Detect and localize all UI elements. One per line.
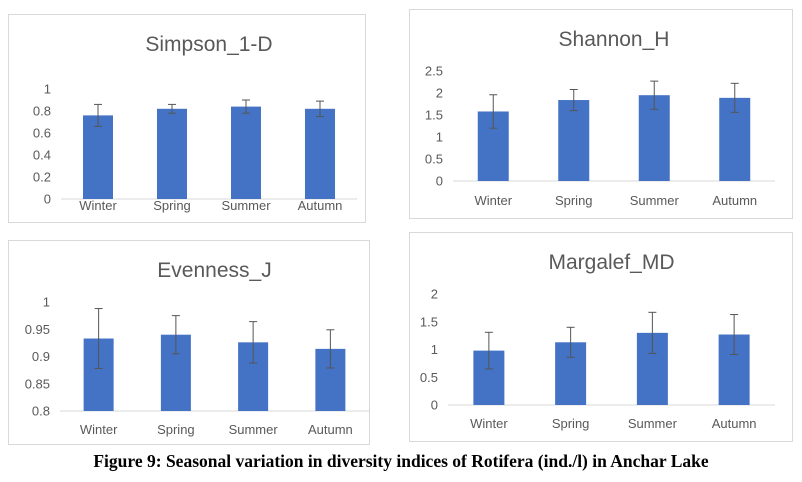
shannon-x-tick-label: Spring (555, 193, 593, 208)
simpson-y-tick-label: 0.4 (33, 148, 51, 163)
shannon-x-tick-label: Autumn (712, 193, 757, 208)
simpson-error-bar-spring (168, 103, 176, 114)
shannon-y-tick-label: 0.5 (425, 152, 443, 167)
margalef-x-tick-label: Spring (552, 416, 590, 431)
chart-shannon: Shannon_H 0 0.5 1 1.5 2 2.5 Winter Spring Summer A… (409, 9, 793, 219)
chart-evenness: Evenness_J 0.8 0.85 0.9 0.95 1 Winter Spring Sum… (8, 240, 370, 445)
chart-simpson-svg: Simpson_1-D 0 0.2 0.4 0.6 0.8 1 Winter Spring Sum… (33, 33, 357, 213)
shannon-chart-title: Shannon_H (559, 28, 670, 51)
shannon-x-tick-label: Summer (630, 193, 680, 208)
margalef-x-tick-label: Summer (628, 416, 678, 431)
simpson-y-tick-label: 0.6 (33, 126, 51, 141)
shannon-y-tick-label: 1 (436, 130, 443, 145)
margalef-x-tick-label: Autumn (712, 416, 757, 431)
shannon-error-bar-autumn (730, 82, 739, 113)
margalef-error-bar-summer (648, 311, 657, 354)
evenness-y-tick-label: 0.9 (32, 349, 50, 364)
evenness-x-tick-label: Autumn (308, 422, 353, 437)
evenness-error-bar-winter (94, 308, 103, 369)
margalef-y-tick-label: 2 (431, 287, 438, 302)
evenness-x-tick-label: Winter (80, 422, 118, 437)
margalef-x-tick-label: Winter (470, 416, 508, 431)
simpson-chart-title: Simpson_1-D (145, 33, 272, 56)
simpson-error-bar-summer (242, 99, 250, 114)
margalef-error-bar-autumn (730, 314, 739, 355)
margalef-error-bar-winter (484, 331, 493, 370)
evenness-y-tick-label: 0.8 (32, 404, 50, 419)
chart-margalef: Margalef_MD 0 0.5 1 1.5 2 Winter Spring Summer Au… (409, 232, 793, 442)
evenness-y-tick-label: 0.95 (25, 322, 50, 337)
simpson-bar-winter (83, 115, 113, 199)
shannon-y-tick-label: 1.5 (425, 108, 443, 123)
simpson-x-tick-label: Summer (221, 198, 271, 213)
evenness-error-bar-autumn (326, 329, 335, 369)
chart-simpson: Simpson_1-D 0 0.2 0.4 0.6 0.8 1 Winter Spring Sum… (8, 14, 366, 223)
chart-margalef-svg: Margalef_MD 0 0.5 1 1.5 2 Winter Spring Summer Au… (420, 251, 775, 431)
simpson-y-tick-label: 0 (44, 192, 51, 207)
shannon-error-bar-spring (569, 88, 578, 112)
simpson-y-tick-label: 1 (44, 82, 51, 97)
margalef-y-tick-label: 0 (431, 398, 438, 413)
shannon-error-bar-winter (489, 94, 498, 129)
simpson-y-tick-label: 0.2 (33, 170, 51, 185)
evenness-y-tick-label: 1 (43, 295, 50, 310)
evenness-y-tick-label: 0.85 (25, 376, 50, 391)
evenness-error-bar-spring (171, 315, 180, 355)
simpson-bar-spring (157, 108, 187, 199)
chart-evenness-svg: Evenness_J 0.8 0.85 0.9 0.95 1 Winter Spring Sum… (25, 259, 369, 437)
figure-caption: Figure 9: Seasonal variation in diversit… (93, 451, 709, 471)
shannon-bar-spring (558, 100, 590, 181)
shannon-x-tick-label: Winter (474, 193, 512, 208)
evenness-x-tick-label: Spring (157, 422, 195, 437)
simpson-x-tick-label: Autumn (298, 198, 343, 213)
simpson-y-tick-label: 0.8 (33, 104, 51, 119)
margalef-chart-title: Margalef_MD (548, 251, 674, 274)
margalef-y-tick-label: 1 (431, 342, 438, 357)
simpson-error-bar-autumn (316, 100, 324, 117)
chart-shannon-svg: Shannon_H 0 0.5 1 1.5 2 2.5 Winter Spring Summer A… (425, 28, 775, 208)
simpson-x-tick-label: Winter (79, 198, 117, 213)
simpson-error-bar-winter (94, 103, 102, 127)
shannon-y-tick-label: 0 (436, 174, 443, 189)
margalef-y-tick-label: 1.5 (420, 314, 438, 329)
simpson-bar-summer (231, 106, 261, 199)
shannon-error-bar-summer (650, 80, 659, 110)
evenness-x-tick-label: Summer (229, 422, 279, 437)
evenness-error-bar-summer (249, 321, 258, 364)
margalef-y-tick-label: 0.5 (420, 370, 438, 385)
shannon-y-tick-label: 2 (436, 86, 443, 101)
evenness-chart-title: Evenness_J (157, 259, 271, 282)
simpson-bar-autumn (305, 108, 335, 199)
simpson-x-tick-label: Spring (153, 198, 191, 213)
margalef-error-bar-spring (566, 326, 575, 358)
shannon-y-tick-label: 2.5 (425, 64, 443, 79)
